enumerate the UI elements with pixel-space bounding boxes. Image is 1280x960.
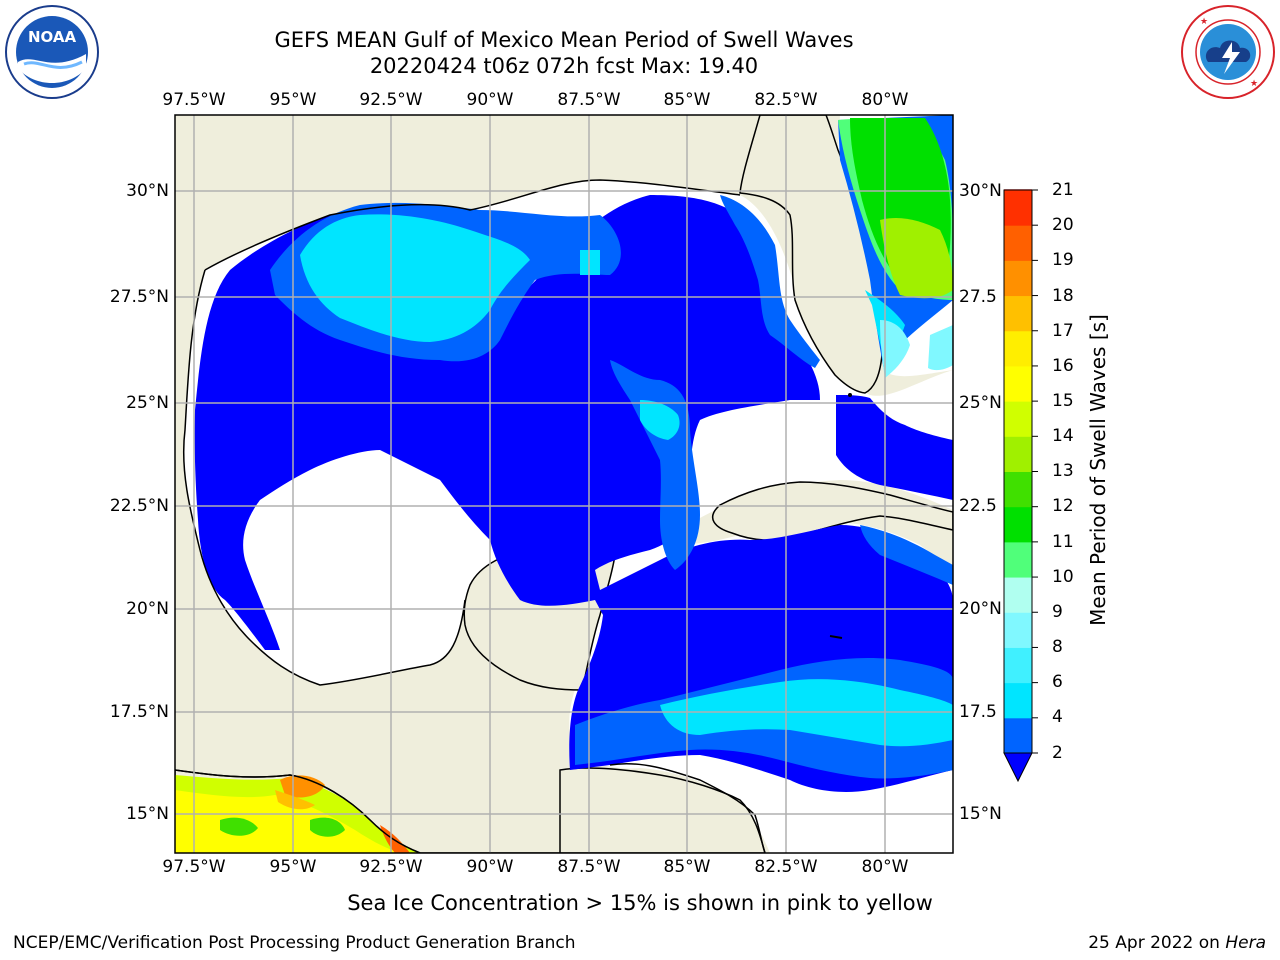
colorbar-bin <box>1004 365 1032 402</box>
map-frame <box>174 114 954 854</box>
lon-label-bottom: 82.5°W <box>754 857 818 877</box>
colorbar-tick-label: 15 <box>1052 391 1074 411</box>
colorbar-bin <box>1004 717 1032 754</box>
cuba-land <box>711 481 953 541</box>
colorbar-tick-label: 14 <box>1052 426 1074 446</box>
colorbar-bin <box>1004 647 1032 684</box>
sea-ice-footnote: Sea Ice Concentration > 15% is shown in … <box>347 891 933 915</box>
lon-label-bottom: 87.5°W <box>557 857 621 877</box>
colorbar-bin <box>1004 260 1032 297</box>
lat-label-right: 30°N <box>959 181 1002 201</box>
credit-host: Hera <box>1225 933 1266 953</box>
lat-label-left: 25°N <box>126 393 169 413</box>
lat-label-left: 17.5°N <box>109 702 169 722</box>
colorbar-bin <box>1004 225 1032 261</box>
colorbar-tick-label: 10 <box>1052 567 1074 587</box>
credit-date-text: 25 Apr 2022 on <box>1088 933 1220 953</box>
lat-label-right: 15°N <box>959 804 1002 824</box>
coastlines <box>175 179 766 853</box>
colorbar-bin <box>1004 190 1032 226</box>
lon-label-top: 95°W <box>269 90 317 110</box>
credit-branch: NCEP/EMC/Verification Post Processing Pr… <box>13 933 576 953</box>
gridlines <box>175 115 953 853</box>
colorbar-bin <box>1004 577 1032 613</box>
colorbar-tick-label: 9 <box>1052 602 1063 622</box>
colorbar-tick-label: 6 <box>1052 672 1063 692</box>
noaa-logo-text: NOAA <box>28 28 77 46</box>
colorbar-bin <box>1004 506 1032 543</box>
colorbar-bin <box>1004 436 1032 472</box>
colorbar-bin <box>1004 612 1032 648</box>
lon-label-top: 82.5°W <box>754 90 818 110</box>
lat-label-right: 20°N <box>959 599 1002 619</box>
lon-label-top: 85°W <box>663 90 711 110</box>
colorbar-tick-label: 2 <box>1052 743 1063 763</box>
lon-label-bottom: 90°W <box>466 857 514 877</box>
colorbar-tick-label: 11 <box>1052 532 1074 552</box>
colorbar-tick-label: 12 <box>1052 496 1074 516</box>
lon-label-top: 90°W <box>466 90 514 110</box>
nws-logo: ★ ★ <box>1181 5 1275 99</box>
map-subtitle: 20220424 t06z 072h fcst Max: 19.40 <box>369 54 759 78</box>
credit-date: 25 Apr 2022 on Hera <box>1088 933 1266 953</box>
colorbar-tick-label: 21 <box>1052 180 1074 200</box>
lon-label-top: 97.5°W <box>162 90 226 110</box>
lon-label-top: 80°W <box>861 90 909 110</box>
lon-label-bottom: 85°W <box>663 857 711 877</box>
noaa-logo: NOAA <box>5 5 99 99</box>
lat-label-left: 22.5°N <box>109 496 169 516</box>
colorbar-tick-label: 13 <box>1052 461 1074 481</box>
colorbar-tick-label: 17 <box>1052 321 1074 341</box>
colorbar <box>1003 189 1038 783</box>
lon-label-bottom: 95°W <box>269 857 317 877</box>
svg-text:★: ★ <box>1250 79 1258 89</box>
colorbar-bin <box>1004 401 1032 437</box>
lon-label-bottom: 92.5°W <box>359 857 423 877</box>
swell-fill-8-9 <box>880 320 953 378</box>
lat-label-right: 27.5 <box>959 287 997 307</box>
colorbar-tick-label: 18 <box>1052 286 1074 306</box>
colorbar-tick-label: 19 <box>1052 250 1074 270</box>
colorbar-tick-label: 16 <box>1052 356 1074 376</box>
colorbar-title: Mean Period of Swell Waves [s] <box>1086 314 1110 626</box>
colorbar-tick-label: 20 <box>1052 215 1074 235</box>
florida-land <box>739 115 883 394</box>
lat-label-right: 17.5 <box>959 702 997 722</box>
colorbar-tick-label: 4 <box>1052 707 1063 727</box>
colorbar-tick-label: 8 <box>1052 637 1063 657</box>
lat-label-left: 20°N <box>126 599 169 619</box>
colorbar-bin <box>1004 471 1032 508</box>
svg-text:★: ★ <box>1200 17 1208 27</box>
lon-label-bottom: 97.5°W <box>162 857 226 877</box>
lat-label-left: 27.5°N <box>109 287 169 307</box>
colorbar-bin <box>1004 295 1032 332</box>
colorbar-under-triangle <box>1003 752 1033 783</box>
swell-fill-12-14 <box>880 218 953 299</box>
colorbar-bin <box>1004 682 1032 719</box>
lat-label-left: 30°N <box>126 181 169 201</box>
lon-label-top: 87.5°W <box>557 90 621 110</box>
lat-label-left: 15°N <box>126 804 169 824</box>
lon-label-bottom: 80°W <box>861 857 909 877</box>
map-title: GEFS MEAN Gulf of Mexico Mean Period of … <box>274 28 854 52</box>
colorbar-bin <box>1004 541 1032 578</box>
lat-label-right: 22.5 <box>959 496 997 516</box>
colorbar-bin <box>1004 330 1032 367</box>
lat-label-right: 25°N <box>959 393 1002 413</box>
lon-label-top: 92.5°W <box>359 90 423 110</box>
